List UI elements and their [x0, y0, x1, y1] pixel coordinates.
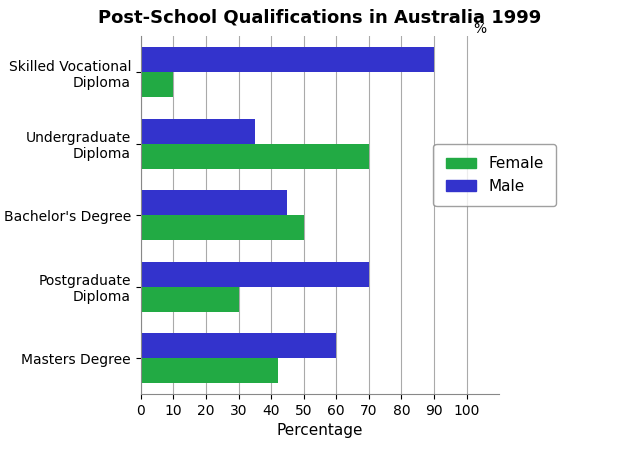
Bar — [141, 215, 304, 240]
Bar — [141, 358, 278, 383]
Title: Post-School Qualifications in Australia 1999: Post-School Qualifications in Australia … — [99, 8, 541, 26]
Bar — [141, 262, 369, 287]
Bar — [141, 144, 369, 169]
Bar — [141, 190, 287, 215]
Bar — [141, 47, 434, 72]
Bar — [141, 119, 255, 144]
X-axis label: Percentage: Percentage — [276, 424, 364, 439]
Legend: Female, Male: Female, Male — [433, 144, 556, 206]
Bar — [141, 287, 239, 312]
Text: %: % — [473, 22, 486, 36]
Bar — [141, 72, 173, 97]
Bar — [141, 333, 336, 358]
